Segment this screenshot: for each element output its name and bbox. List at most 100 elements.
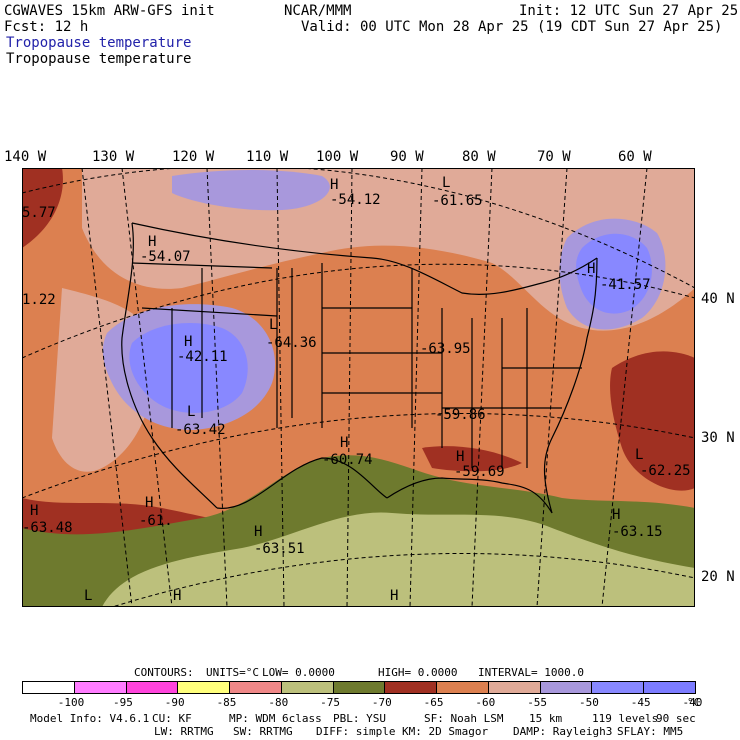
colorbar-segment [487, 681, 541, 694]
field-fill-east-red [610, 351, 695, 491]
low-label: LOW= 0.0000 [262, 666, 335, 679]
colorbar-tick-label: -45 [630, 696, 651, 709]
center-letter: H [145, 495, 154, 511]
center-value: -59.69 [454, 464, 505, 480]
graticule-line [110, 553, 695, 607]
center-letter: H [587, 261, 596, 277]
center-value: -63.42 [175, 422, 226, 438]
graticule-line [22, 168, 695, 289]
interval-label: INTERVAL= 1000.0 [478, 666, 584, 679]
center-value: -54.12 [330, 192, 381, 208]
footer-item: SFLAY: MM5 [617, 725, 684, 738]
graticule-line [22, 263, 695, 359]
footer-item: 90 sec [656, 712, 696, 725]
footer-item: CU: KF [152, 712, 192, 725]
colorbar-segment [643, 681, 696, 694]
center-letter: H [173, 588, 182, 604]
model-title: CGWAVES 15km ARW-GFS init [4, 3, 215, 19]
graticule-line [206, 168, 228, 607]
footer-item: DAMP: Rayleigh3 [513, 725, 613, 738]
colorbar-segment [22, 681, 75, 694]
field-title: Tropopause temperature [6, 51, 192, 67]
forecast-hour: Fcst: 12 h [4, 19, 89, 35]
lon-label: 80 W [462, 149, 496, 165]
field-fill-basin-core [129, 323, 248, 413]
colorbar-tick-label: -90 [164, 696, 185, 709]
colorbar-tick-label: -55 [527, 696, 548, 709]
center-letter: L [635, 447, 644, 463]
center-value: -42.11 [177, 349, 228, 365]
field-fill-nw-red [22, 168, 63, 248]
lon-label: 60 W [618, 149, 652, 165]
center-letter: L [187, 404, 196, 420]
map-frame [22, 168, 695, 607]
graticule-line [81, 168, 133, 607]
colorbar-tick-label: -100 [57, 696, 85, 709]
lon-label: 100 W [316, 149, 359, 165]
tropopause-temperature-map: H -54.12 L -61.65 H -54.07 H -41.57 L -6… [22, 168, 695, 607]
center-value: -60.74 [322, 452, 373, 468]
center-letter: H [456, 449, 465, 465]
center-value: -64.36 [266, 335, 317, 351]
political-boundaries [121, 222, 598, 514]
center-value: -61. [139, 513, 173, 529]
center-value: 5.77 [22, 205, 56, 221]
valid-time: Valid: 00 UTC Mon 28 Apr 25 (19 CDT Sun … [301, 19, 723, 35]
colorbar-segment [73, 681, 127, 694]
center-value: -62.25 [640, 463, 691, 479]
colorbar-segment [332, 681, 386, 694]
lon-label: 70 W [537, 149, 571, 165]
colorbar-segment [436, 681, 489, 694]
center-letter: H [612, 507, 621, 523]
graticule-line [22, 413, 695, 499]
colorbar-segment [177, 681, 231, 694]
border-canada [131, 222, 598, 295]
coastline-gulf [386, 477, 553, 514]
lat-label: 20 N [701, 569, 735, 585]
colorbar-tick-label: -75 [320, 696, 340, 709]
field-fill-nw [172, 170, 330, 211]
footer-item: SW: RRTMG [233, 725, 293, 738]
center-value: -63.95 [420, 341, 471, 357]
colorbar-tick-label: -60 [475, 696, 496, 709]
center-value: -63.48 [22, 520, 73, 536]
center-value: -61.65 [432, 193, 483, 209]
lat-label: 30 N [701, 430, 735, 446]
footer-item: 15 km [529, 712, 563, 725]
map-canvas [22, 168, 695, 607]
graticule-line [346, 168, 353, 607]
center-letter: H [390, 588, 399, 604]
colorbar-tick-label: -80 [268, 696, 289, 709]
colorbar-tick-label: -85 [216, 696, 237, 709]
colorbar-unit: °C [687, 696, 701, 709]
colorbar-segment [280, 681, 334, 694]
graticule [22, 168, 695, 607]
footer-item: LW: RRTMG [154, 725, 214, 738]
colorbar-segment [384, 681, 438, 694]
footer-item: PBL: YSU [333, 712, 386, 725]
center-letter: L [269, 317, 278, 333]
footer-item: Model Info: V4.6.1 [30, 712, 150, 725]
graticule-line [409, 168, 423, 607]
center-letter: H [330, 177, 339, 193]
colorbar-segment [229, 681, 282, 694]
center-value: -41.57 [600, 277, 651, 293]
lon-label: 90 W [390, 149, 424, 165]
state-line [131, 262, 582, 468]
center-letter: L [442, 175, 451, 191]
center-value: -63.15 [612, 524, 663, 540]
center-letter: H [184, 334, 193, 350]
graticule-line [536, 168, 568, 607]
org-label: NCAR/MMM [284, 3, 352, 19]
center-letter: H [254, 524, 263, 540]
border-mexico [216, 457, 388, 509]
field-title-blue: Tropopause temperature [6, 35, 192, 51]
footer-item: 119 levels [592, 712, 659, 725]
colorbar-tick-label: -65 [423, 696, 444, 709]
field-fill-north [82, 168, 695, 331]
center-value: -63.51 [254, 541, 305, 557]
lon-label: 120 W [172, 149, 215, 165]
center-letter: H [30, 503, 39, 519]
center-value: 1.22 [22, 292, 56, 308]
center-value: -54.07 [140, 249, 191, 265]
